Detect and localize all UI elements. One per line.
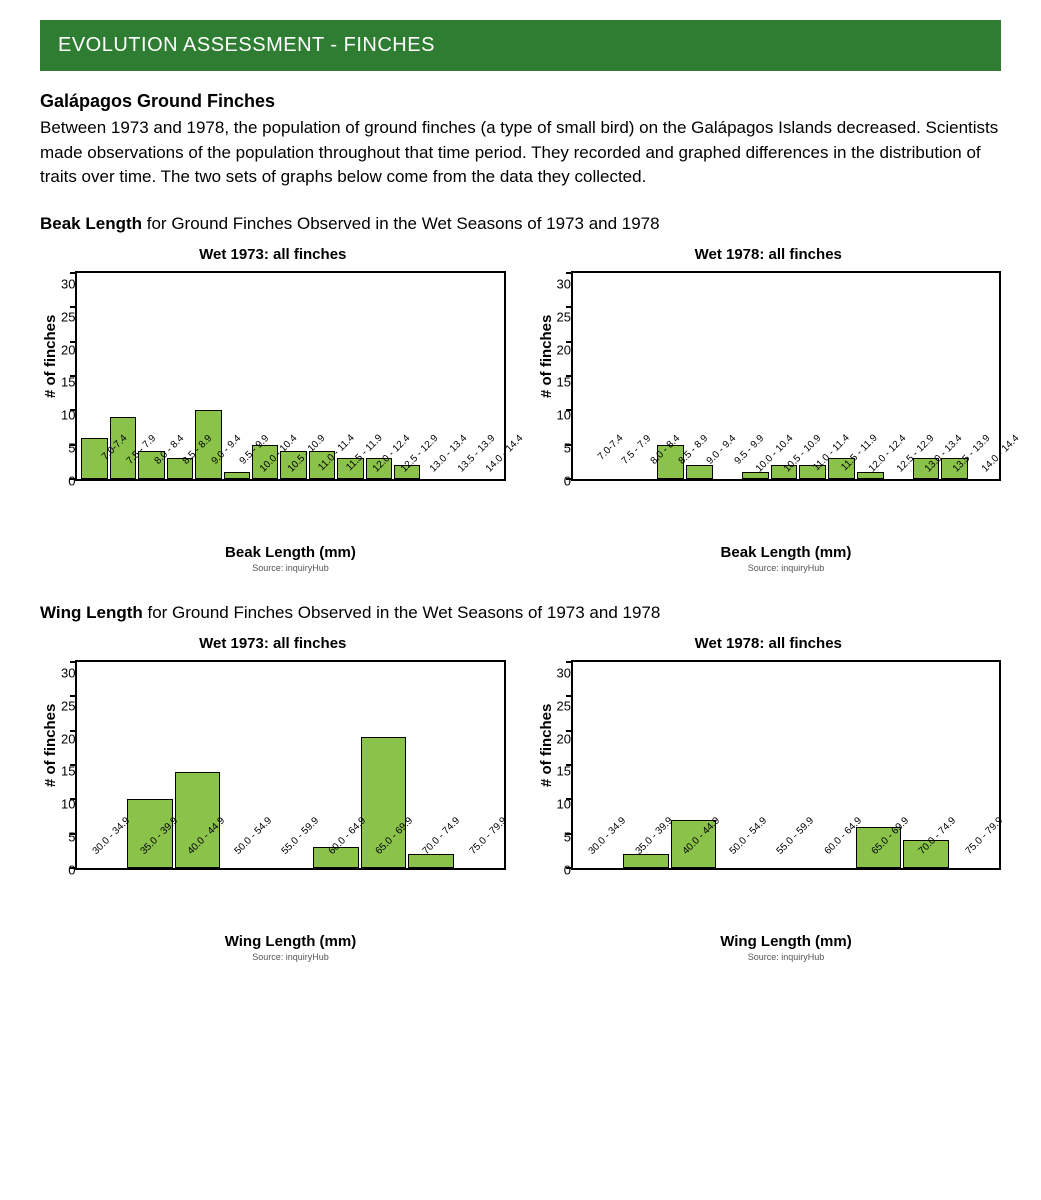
y-tick: 0 <box>564 863 571 876</box>
y-tick: 25 <box>557 699 571 712</box>
y-tick-mark <box>70 764 77 766</box>
x-axis-label: Beak Length (mm) <box>571 544 1001 561</box>
y-tick-mark <box>566 409 573 411</box>
y-tick-mark <box>566 798 573 800</box>
y-tick-mark <box>566 764 573 766</box>
intro-paragraph: Between 1973 and 1978, the population of… <box>40 116 1001 190</box>
y-tick: 0 <box>564 474 571 487</box>
section-rest: for Ground Finches Observed in the Wet S… <box>142 214 660 233</box>
chart-frame: # of finches3025201510507.0-7.47.5 - 7.9… <box>40 271 506 573</box>
x-ticks: 7.0-7.47.5 - 7.98.0 - 8.48.5 - 8.99.0 - … <box>75 481 505 536</box>
y-tick-mark <box>566 867 573 869</box>
chart-source: Source: inquiryHub <box>75 563 505 573</box>
y-tick: 15 <box>61 765 75 778</box>
y-axis-label: # of finches <box>536 271 557 481</box>
plot-wrap: 7.0-7.47.5 - 7.98.0 - 8.48.5 - 8.99.0 - … <box>571 271 1001 573</box>
y-tick-mark <box>70 661 77 663</box>
y-tick: 15 <box>557 376 571 389</box>
y-tick-mark <box>70 867 77 869</box>
y-tick: 25 <box>557 310 571 323</box>
y-tick-mark <box>70 444 77 446</box>
y-tick-mark <box>566 375 573 377</box>
y-tick-mark <box>70 272 77 274</box>
y-tick-mark <box>566 444 573 446</box>
plot-wrap: 30.0 - 34.935.0 - 39.940.0 - 44.950.0 - … <box>75 660 505 962</box>
y-tick-mark <box>566 833 573 835</box>
section-bold: Beak Length <box>40 214 142 233</box>
chart-title: Wet 1973: all finches <box>40 246 506 263</box>
chart-wing-1978: Wet 1978: all finches # of finches30 25 20 1… <box>536 629 1002 962</box>
y-tick-mark <box>70 833 77 835</box>
y-tick: 30 <box>61 666 75 679</box>
y-tick: 20 <box>61 343 75 356</box>
y-tick: 15 <box>557 765 571 778</box>
y-tick: 30 <box>61 277 75 290</box>
y-axis-label: # of finches <box>536 660 557 870</box>
y-tick-mark <box>566 272 573 274</box>
y-tick: 25 <box>61 310 75 323</box>
chart-source: Source: inquiryHub <box>571 563 1001 573</box>
chart-frame: # of finches3025201510507.0-7.47.5 - 7.9… <box>536 271 1002 573</box>
chart-source: Source: inquiryHub <box>75 952 505 962</box>
y-tick-mark <box>70 478 77 480</box>
y-tick-mark <box>566 661 573 663</box>
chart-frame: # of finches30252015105030.0 - 34.935.0 … <box>40 660 506 962</box>
y-tick: 30 <box>557 277 571 290</box>
page-banner: EVOLUTION ASSESSMENT - FINCHES <box>40 20 1001 71</box>
y-tick-mark <box>566 341 573 343</box>
chart-beak-1978: Wet 1978: all finches # of finches30 25 20 1… <box>536 240 1002 573</box>
x-ticks: 7.0-7.47.5 - 7.98.0 - 8.48.5 - 8.99.0 - … <box>571 481 1001 536</box>
y-tick-mark <box>566 306 573 308</box>
beak-chart-row: Wet 1973: all finches# of finches3025201… <box>40 240 1001 573</box>
y-tick-mark <box>70 409 77 411</box>
y-tick-mark <box>70 730 77 732</box>
y-tick-mark <box>70 306 77 308</box>
y-tick-mark <box>566 478 573 480</box>
y-tick-mark <box>566 730 573 732</box>
y-axis-label: # of finches <box>40 660 61 870</box>
chart-source: Source: inquiryHub <box>571 952 1001 962</box>
chart-wing-1973: Wet 1973: all finches # of finches30 25 20 1… <box>40 629 506 962</box>
y-tick: 0 <box>68 863 75 876</box>
section-title-wing: Wing Length for Ground Finches Observed … <box>40 603 1001 623</box>
chart-title: Wet 1978: all finches <box>536 635 1002 652</box>
x-ticks: 30.0 - 34.935.0 - 39.940.0 - 44.950.0 - … <box>75 870 505 925</box>
page-subtitle: Galápagos Ground Finches <box>40 91 1001 112</box>
chart-title: Wet 1978: all finches <box>536 246 1002 263</box>
y-tick: 20 <box>557 732 571 745</box>
x-ticks: 30.0 - 34.935.0 - 39.940.0 - 44.950.0 - … <box>571 870 1001 925</box>
section-rest: for Ground Finches Observed in the Wet S… <box>143 603 661 622</box>
y-tick-mark <box>70 695 77 697</box>
y-tick: 25 <box>61 699 75 712</box>
y-tick-mark <box>70 798 77 800</box>
x-axis-label: Wing Length (mm) <box>571 933 1001 950</box>
y-tick: 30 <box>557 666 571 679</box>
y-tick: 0 <box>68 474 75 487</box>
y-tick: 15 <box>61 376 75 389</box>
y-tick: 20 <box>61 732 75 745</box>
plot-wrap: 30.0 - 34.935.0 - 39.940.0 - 44.950.0 - … <box>571 660 1001 962</box>
chart-frame: # of finches30252015105030.0 - 34.935.0 … <box>536 660 1002 962</box>
chart-beak-1973: Wet 1973: all finches # of finches30 25 20 1… <box>40 240 506 573</box>
y-tick-mark <box>566 695 573 697</box>
y-axis-label: # of finches <box>40 271 61 481</box>
section-bold: Wing Length <box>40 603 143 622</box>
y-tick: 20 <box>557 343 571 356</box>
section-title-beak: Beak Length for Ground Finches Observed … <box>40 214 1001 234</box>
x-axis-label: Wing Length (mm) <box>75 933 505 950</box>
y-tick-mark <box>70 341 77 343</box>
wing-chart-row: Wet 1973: all finches# of finches3025201… <box>40 629 1001 962</box>
y-tick-mark <box>70 375 77 377</box>
chart-title: Wet 1973: all finches <box>40 635 506 652</box>
plot-wrap: 7.0-7.47.5 - 7.98.0 - 8.48.5 - 8.99.0 - … <box>75 271 505 573</box>
x-axis-label: Beak Length (mm) <box>75 544 505 561</box>
